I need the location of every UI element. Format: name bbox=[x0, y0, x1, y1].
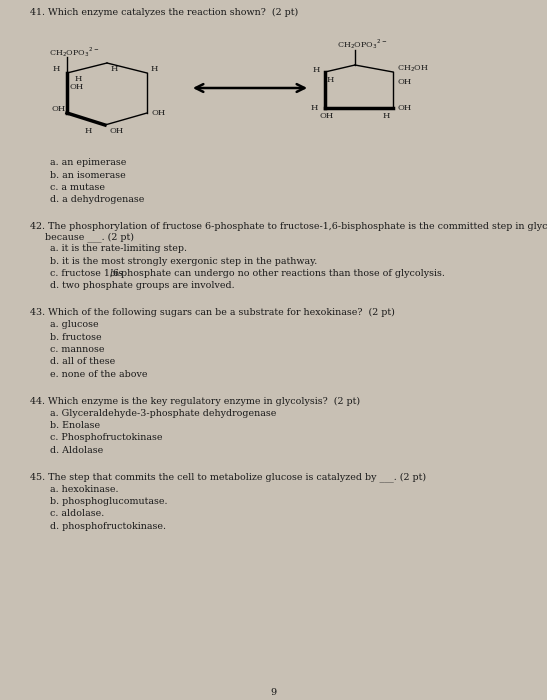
Text: c. aldolase.: c. aldolase. bbox=[50, 510, 104, 519]
Text: OH: OH bbox=[109, 127, 123, 135]
Text: H: H bbox=[85, 127, 92, 135]
Text: b. it is the most strongly exergonic step in the pathway.: b. it is the most strongly exergonic ste… bbox=[50, 256, 317, 265]
Text: d. two phosphate groups are involved.: d. two phosphate groups are involved. bbox=[50, 281, 235, 290]
Text: OH: OH bbox=[397, 104, 411, 112]
Text: e. none of the above: e. none of the above bbox=[50, 370, 148, 379]
Text: b. an isomerase: b. an isomerase bbox=[50, 171, 126, 179]
Text: c. a mutase: c. a mutase bbox=[50, 183, 105, 192]
Text: OH: OH bbox=[151, 109, 165, 117]
Text: OH: OH bbox=[69, 83, 83, 91]
Text: OH: OH bbox=[397, 78, 411, 86]
Text: CH$_2$OPO$_3$$^{2-}$: CH$_2$OPO$_3$$^{2-}$ bbox=[337, 37, 387, 51]
Text: b. fructose: b. fructose bbox=[50, 332, 102, 342]
Text: 41. Which enzyme catalyzes the reaction shown?  (2 pt): 41. Which enzyme catalyzes the reaction … bbox=[30, 8, 298, 17]
Text: b. phosphoglucomutase.: b. phosphoglucomutase. bbox=[50, 497, 167, 506]
Text: 43. Which of the following sugars can be a substrate for hexokinase?  (2 pt): 43. Which of the following sugars can be… bbox=[30, 308, 395, 317]
Text: d. Aldolase: d. Aldolase bbox=[50, 446, 103, 455]
Text: phosphate can undergo no other reactions than those of glycolysis.: phosphate can undergo no other reactions… bbox=[121, 269, 445, 278]
Text: H: H bbox=[75, 75, 83, 83]
Text: d. a dehydrogenase: d. a dehydrogenase bbox=[50, 195, 144, 204]
Text: H: H bbox=[311, 104, 318, 112]
Text: H: H bbox=[151, 65, 159, 73]
Text: c. mannose: c. mannose bbox=[50, 345, 104, 354]
Text: a. glucose: a. glucose bbox=[50, 320, 98, 329]
Text: a. an epimerase: a. an epimerase bbox=[50, 158, 126, 167]
Text: 45. The step that commits the cell to metabolize glucose is catalyzed by ___. (2: 45. The step that commits the cell to me… bbox=[30, 473, 426, 482]
Text: H: H bbox=[313, 66, 321, 74]
Text: a. it is the rate-limiting step.: a. it is the rate-limiting step. bbox=[50, 244, 187, 253]
Text: d. phosphofructokinase.: d. phosphofructokinase. bbox=[50, 522, 166, 531]
Text: d. all of these: d. all of these bbox=[50, 358, 115, 367]
Text: H: H bbox=[327, 76, 334, 84]
Text: 42. The phosphorylation of fructose 6-phosphate to fructose-1,6-bisphosphate is : 42. The phosphorylation of fructose 6-ph… bbox=[30, 222, 547, 231]
Text: OH: OH bbox=[319, 112, 333, 120]
Text: CH$_2$OH: CH$_2$OH bbox=[397, 64, 429, 74]
Text: c. Phosphofructokinase: c. Phosphofructokinase bbox=[50, 433, 162, 442]
Text: a. Glyceraldehyde-3-phosphate dehydrogenase: a. Glyceraldehyde-3-phosphate dehydrogen… bbox=[50, 409, 276, 417]
Text: because ___. (2 pt): because ___. (2 pt) bbox=[30, 232, 134, 242]
Text: c. fructose 1,6-: c. fructose 1,6- bbox=[50, 269, 122, 278]
Text: H: H bbox=[111, 65, 118, 73]
Text: 9: 9 bbox=[270, 688, 276, 697]
Text: H: H bbox=[53, 65, 60, 73]
Text: CH$_2$OPO$_3$$^{2-}$: CH$_2$OPO$_3$$^{2-}$ bbox=[49, 45, 99, 59]
Text: 44. Which enzyme is the key regulatory enzyme in glycolysis?  (2 pt): 44. Which enzyme is the key regulatory e… bbox=[30, 396, 360, 405]
Text: H: H bbox=[383, 112, 391, 120]
Text: a. hexokinase.: a. hexokinase. bbox=[50, 484, 119, 494]
Text: OH: OH bbox=[51, 105, 65, 113]
Text: bis: bis bbox=[109, 269, 124, 278]
Text: b. Enolase: b. Enolase bbox=[50, 421, 100, 430]
